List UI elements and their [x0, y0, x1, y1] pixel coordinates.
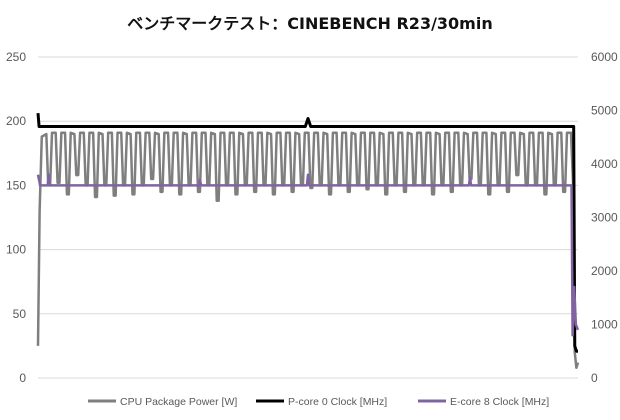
legend-label: CPU Package Power [W]	[120, 396, 237, 408]
legend-label: E-core 8 Clock [MHz]	[450, 396, 549, 408]
y2-tick-label: 2000	[591, 264, 618, 278]
y-tick-label: 200	[6, 114, 26, 128]
series-line-p-core-0-clock	[36, 113, 578, 353]
y2-tick-label: 6000	[591, 50, 618, 64]
series-line-cpu-package-power	[36, 131, 580, 369]
y2-tick-label: 1000	[591, 318, 618, 332]
legend-label: P-core 0 Clock [MHz]	[288, 396, 387, 408]
y2-tick-label: 3000	[591, 211, 618, 225]
y-tick-label: 100	[6, 243, 26, 257]
series-line-e-core-8-clock	[36, 173, 580, 337]
y-tick-label: 250	[6, 50, 26, 64]
y-tick-label: 50	[13, 307, 27, 321]
y-tick-label: 0	[19, 371, 26, 385]
y2-tick-label: 0	[591, 371, 598, 385]
y2-tick-label: 5000	[591, 104, 618, 118]
y2-tick-label: 4000	[591, 157, 618, 171]
chart-title: ベンチマークテスト：CINEBENCH R23/30min	[127, 14, 493, 33]
y-tick-label: 150	[6, 178, 26, 192]
